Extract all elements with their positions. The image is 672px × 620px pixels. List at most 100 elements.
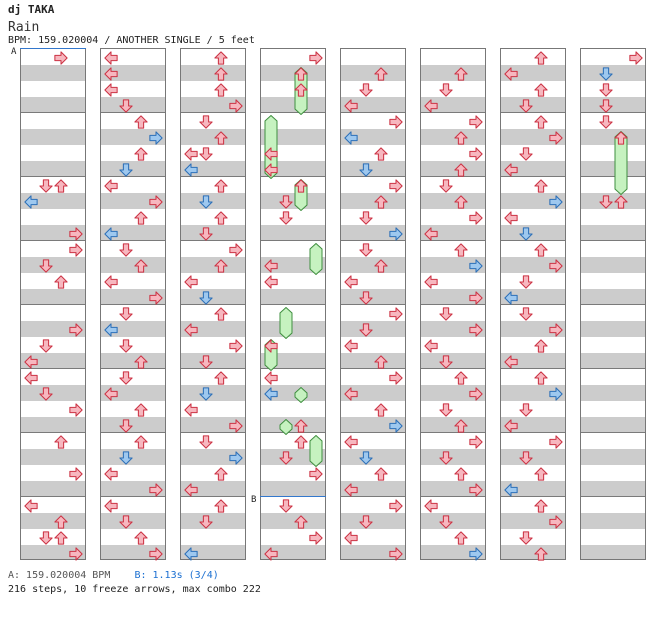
up-arrow-icon: [534, 498, 548, 513]
left-arrow-icon: [264, 274, 278, 289]
up-arrow-icon: [534, 370, 548, 385]
chart-column: [500, 48, 566, 561]
down-arrow-icon: [199, 226, 213, 241]
right-arrow-icon: [69, 402, 83, 417]
chart-column: [260, 48, 326, 561]
right-arrow-icon: [389, 418, 403, 433]
down-arrow-icon: [599, 66, 613, 81]
artist-name: dj TAKA: [8, 3, 55, 16]
left-arrow-icon: [104, 178, 118, 193]
left-arrow-icon: [24, 194, 38, 209]
measure-line: [581, 112, 645, 113]
left-arrow-icon: [504, 482, 518, 497]
down-arrow-icon: [199, 146, 213, 161]
up-arrow-icon: [454, 194, 468, 209]
down-arrow-icon: [519, 226, 533, 241]
right-arrow-icon: [549, 322, 563, 337]
left-arrow-icon: [504, 290, 518, 305]
up-arrow-icon: [534, 546, 548, 561]
up-arrow-icon: [454, 530, 468, 545]
section-marker-line: [20, 48, 86, 49]
measure-line: [341, 240, 405, 241]
measure-line: [501, 432, 565, 433]
measure-line: [21, 112, 85, 113]
down-arrow-icon: [599, 82, 613, 97]
down-arrow-icon: [359, 82, 373, 97]
measure-line: [181, 304, 245, 305]
left-arrow-icon: [184, 274, 198, 289]
right-arrow-icon: [549, 386, 563, 401]
up-arrow-icon: [214, 258, 228, 273]
right-arrow-icon: [229, 98, 243, 113]
up-arrow-icon: [134, 354, 148, 369]
down-arrow-icon: [439, 514, 453, 529]
down-arrow-icon: [519, 530, 533, 545]
up-arrow-icon: [54, 178, 68, 193]
down-arrow-icon: [439, 306, 453, 321]
right-arrow-icon: [469, 434, 483, 449]
left-arrow-icon: [104, 50, 118, 65]
freeze-arrow: [294, 386, 308, 404]
up-arrow-icon: [214, 498, 228, 513]
measure-line: [21, 304, 85, 305]
up-arrow-icon: [454, 66, 468, 81]
left-arrow-icon: [344, 274, 358, 289]
down-arrow-icon: [199, 354, 213, 369]
chart-column: [420, 48, 486, 561]
up-arrow-icon: [54, 434, 68, 449]
right-arrow-icon: [389, 114, 403, 129]
measure-line: [501, 368, 565, 369]
chart-column: [340, 48, 406, 561]
measure-line: [181, 432, 245, 433]
down-arrow-icon: [599, 194, 613, 209]
down-arrow-icon: [119, 370, 133, 385]
song-title: Rain: [8, 20, 40, 35]
down-arrow-icon: [119, 514, 133, 529]
up-arrow-icon: [534, 50, 548, 65]
right-arrow-icon: [229, 418, 243, 433]
left-arrow-icon: [344, 434, 358, 449]
right-arrow-icon: [389, 178, 403, 193]
down-arrow-icon: [599, 114, 613, 129]
measure-line: [261, 112, 325, 113]
right-arrow-icon: [469, 258, 483, 273]
right-arrow-icon: [549, 434, 563, 449]
freeze-arrow: [309, 242, 323, 276]
chart-stats: 216 steps, 10 freeze arrows, max combo 2…: [8, 584, 261, 595]
down-arrow-icon: [519, 306, 533, 321]
down-arrow-icon: [119, 98, 133, 113]
up-arrow-icon: [534, 466, 548, 481]
right-arrow-icon: [469, 546, 483, 561]
down-arrow-icon: [519, 274, 533, 289]
up-arrow-icon: [294, 178, 308, 193]
down-arrow-icon: [119, 338, 133, 353]
left-arrow-icon: [264, 258, 278, 273]
measure-line: [341, 176, 405, 177]
measure-line: [421, 496, 485, 497]
measure-line: [21, 240, 85, 241]
up-arrow-icon: [134, 258, 148, 273]
left-arrow-icon: [24, 498, 38, 513]
down-arrow-icon: [439, 450, 453, 465]
left-arrow-icon: [344, 530, 358, 545]
down-arrow-icon: [519, 98, 533, 113]
down-arrow-icon: [439, 178, 453, 193]
left-arrow-icon: [344, 386, 358, 401]
right-arrow-icon: [309, 530, 323, 545]
left-arrow-icon: [344, 482, 358, 497]
down-arrow-icon: [359, 290, 373, 305]
up-arrow-icon: [214, 306, 228, 321]
up-arrow-icon: [134, 146, 148, 161]
measure-line: [101, 304, 165, 305]
up-arrow-icon: [134, 114, 148, 129]
measure-line: [581, 304, 645, 305]
up-arrow-icon: [454, 370, 468, 385]
right-arrow-icon: [69, 242, 83, 257]
right-arrow-icon: [389, 498, 403, 513]
measure-line: [341, 112, 405, 113]
measure-line: [581, 496, 645, 497]
down-arrow-icon: [199, 386, 213, 401]
measure-line: [501, 240, 565, 241]
left-arrow-icon: [184, 146, 198, 161]
down-arrow-icon: [439, 354, 453, 369]
